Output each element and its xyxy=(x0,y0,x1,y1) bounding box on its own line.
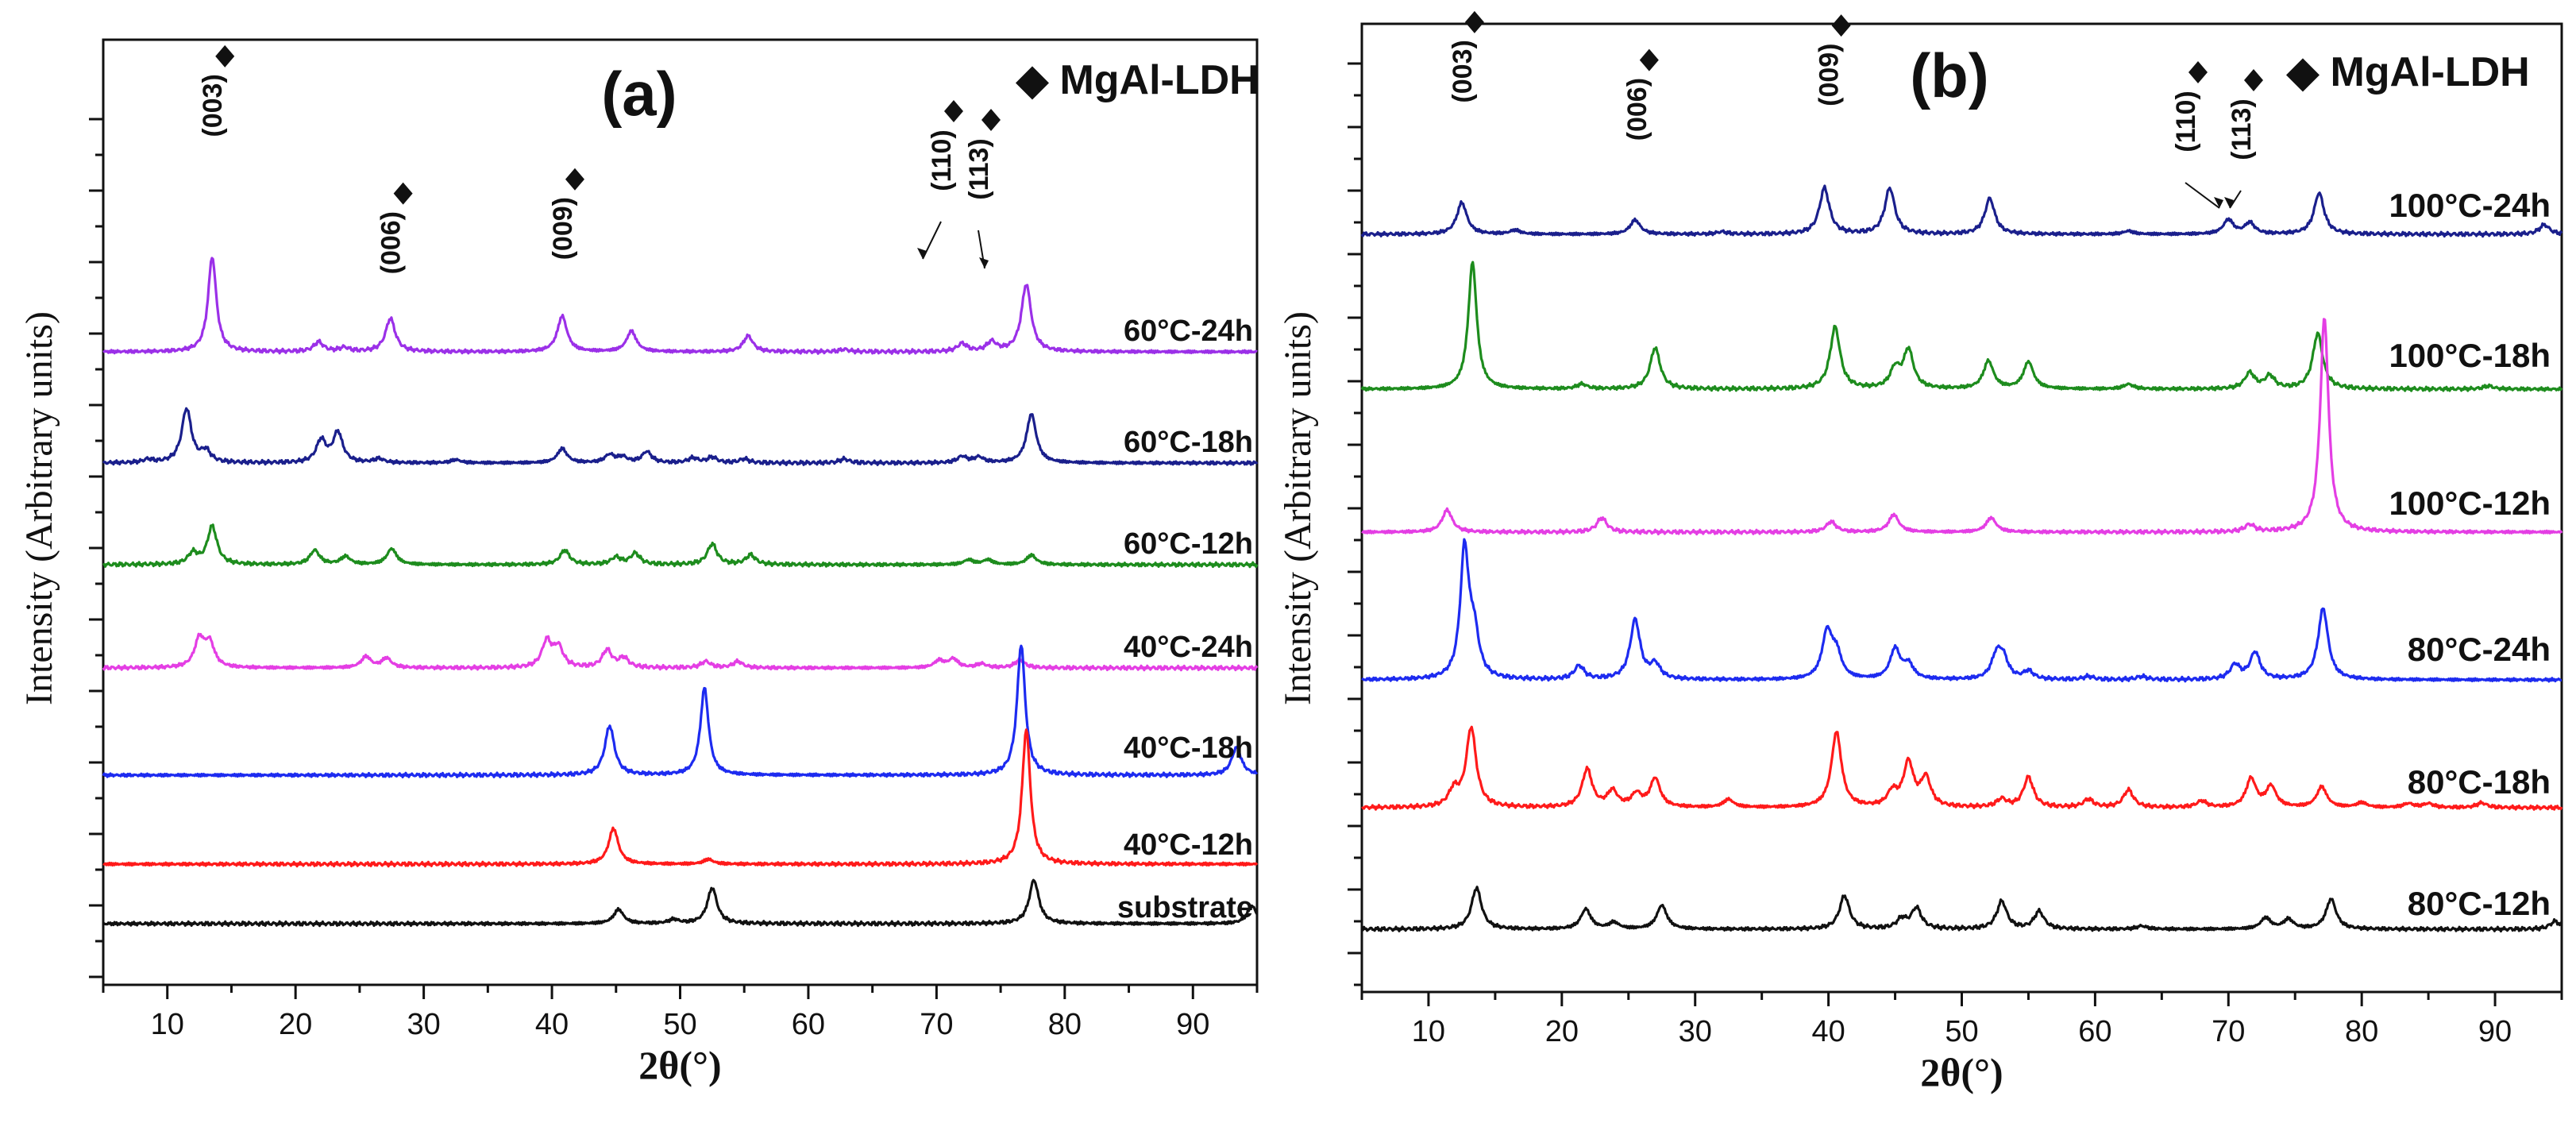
miller-index-label: (003) xyxy=(1448,40,1478,102)
series-line-100°C-24h xyxy=(1360,184,2563,238)
x-tick-label: 50 xyxy=(663,1008,696,1041)
series-label: 40°C-18h xyxy=(1124,731,1253,765)
annotation-arrowhead xyxy=(917,248,927,259)
series-label: 100°C-18h xyxy=(2389,337,2551,374)
series-label: 60°C-24h xyxy=(1124,315,1253,348)
series-line-100°C-12h xyxy=(1361,318,2563,536)
x-tick-label: 50 xyxy=(1945,1015,1978,1048)
miller-index-label: (110) xyxy=(2171,91,2201,152)
annotation-arrowhead xyxy=(2214,197,2223,208)
series-line-100°C-18h xyxy=(1360,261,2563,392)
x-tick-label: 60 xyxy=(792,1008,825,1041)
x-tick-label: 90 xyxy=(1176,1008,1209,1041)
panel-b: 10 20 30 40 50 60 70 80 90 2θ(°) Intensity (Arbitr… xyxy=(1277,10,2563,1094)
miller-index-label: (113) xyxy=(2227,98,2257,160)
diamond-marker xyxy=(393,182,413,205)
annotation-leader xyxy=(2229,190,2242,209)
plot-frame xyxy=(102,38,1259,986)
x-axis-title: 2θ(°) xyxy=(638,1043,721,1087)
series-label: 80°C-18h xyxy=(2408,763,2551,801)
series-label: 60°C-12h xyxy=(1124,527,1253,561)
x-tick-label: 80 xyxy=(1048,1008,1082,1041)
x-tick-label: 70 xyxy=(920,1008,953,1041)
series-line-80°C-18h xyxy=(1361,725,2563,811)
plot-frame xyxy=(1360,22,2563,994)
x-tick-label: 30 xyxy=(1679,1015,1712,1048)
diamond-marker xyxy=(215,44,235,68)
x-tick-label: 30 xyxy=(407,1008,440,1041)
series-line-substrate xyxy=(102,878,1259,928)
miller-index-label: (009) xyxy=(548,197,578,260)
diamond-marker xyxy=(2244,69,2263,91)
legend-entry: ◆ MgAl-LDH xyxy=(2286,49,2530,95)
series-label: 40°C-12h xyxy=(1124,828,1253,862)
panel-label: (a) xyxy=(601,59,677,129)
x-tick-label: 20 xyxy=(279,1008,312,1041)
series-line-80°C-24h xyxy=(1361,538,2563,683)
annotation-leader xyxy=(2185,182,2220,209)
miller-index-label: (009) xyxy=(1814,43,1845,106)
diamond-marker xyxy=(944,100,963,122)
miller-index-label: (003) xyxy=(198,74,228,137)
series-line-40°C-12h xyxy=(102,728,1259,868)
diamond-marker xyxy=(1831,14,1851,37)
panel-label: (b) xyxy=(1910,41,1989,110)
series-line-60°C-18h xyxy=(102,407,1259,466)
annotation-arrowhead xyxy=(2224,197,2234,208)
series-line-80°C-12h xyxy=(1360,886,2563,933)
x-tick-label: 20 xyxy=(1545,1015,1579,1048)
x-tick-label: 10 xyxy=(151,1008,184,1041)
series-line-40°C-18h xyxy=(102,644,1259,778)
series-label: 40°C-24h xyxy=(1124,631,1253,664)
x-tick-label: 40 xyxy=(535,1008,569,1041)
diamond-marker xyxy=(565,168,584,191)
x-tick-label: 10 xyxy=(1412,1015,1445,1048)
diamond-marker xyxy=(2188,61,2208,83)
x-tick-label: 70 xyxy=(2212,1015,2245,1048)
diamond-marker xyxy=(1464,10,1484,33)
series-label: 100°C-24h xyxy=(2389,187,2551,224)
series-label: substrate xyxy=(1117,891,1253,924)
x-tick-label: 80 xyxy=(2345,1015,2378,1048)
panel-a: 10 20 30 40 50 60 70 80 90 2θ(°) Intensity (Arbitr… xyxy=(18,38,1259,1087)
y-axis-title: Intensity (Arbitrary units) xyxy=(18,311,60,705)
miller-index-label: (006) xyxy=(376,211,407,274)
x-tick-label: 60 xyxy=(2078,1015,2111,1048)
x-tick-label: 40 xyxy=(1811,1015,1845,1048)
series-line-40°C-24h xyxy=(102,632,1259,672)
legend-entry: ◆ MgAl-LDH xyxy=(1016,57,1259,103)
diamond-marker xyxy=(1639,48,1659,71)
miller-index-label: (110) xyxy=(927,129,957,191)
series-line-60°C-12h xyxy=(102,523,1259,569)
series-label: 80°C-24h xyxy=(2408,631,2551,668)
y-axis-title: Intensity (Arbitrary units) xyxy=(1277,311,1319,705)
miller-index-label: (006) xyxy=(1622,78,1652,141)
series-line-60°C-24h xyxy=(102,257,1258,355)
diamond-marker xyxy=(981,109,1001,131)
annotation-arrowhead xyxy=(979,257,989,268)
x-tick-label: 90 xyxy=(2478,1015,2512,1048)
miller-index-label: (113) xyxy=(964,138,994,200)
x-axis-title: 2θ(°) xyxy=(1920,1050,2003,1094)
series-label: 60°C-18h xyxy=(1124,426,1253,459)
series-label: 100°C-12h xyxy=(2389,484,2551,522)
series-label: 80°C-12h xyxy=(2408,885,2551,922)
